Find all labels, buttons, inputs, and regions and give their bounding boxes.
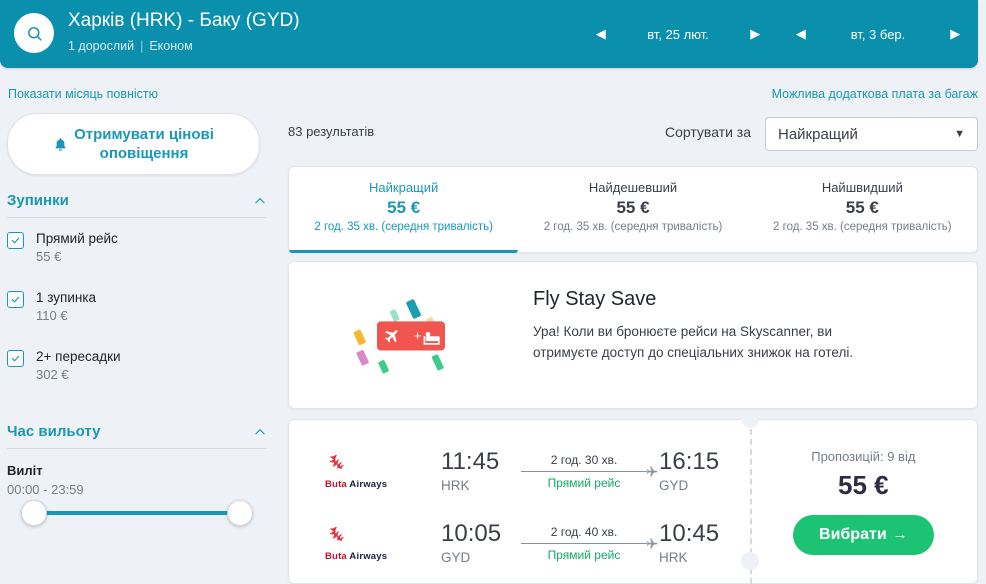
svg-text:+: + [414, 329, 421, 343]
